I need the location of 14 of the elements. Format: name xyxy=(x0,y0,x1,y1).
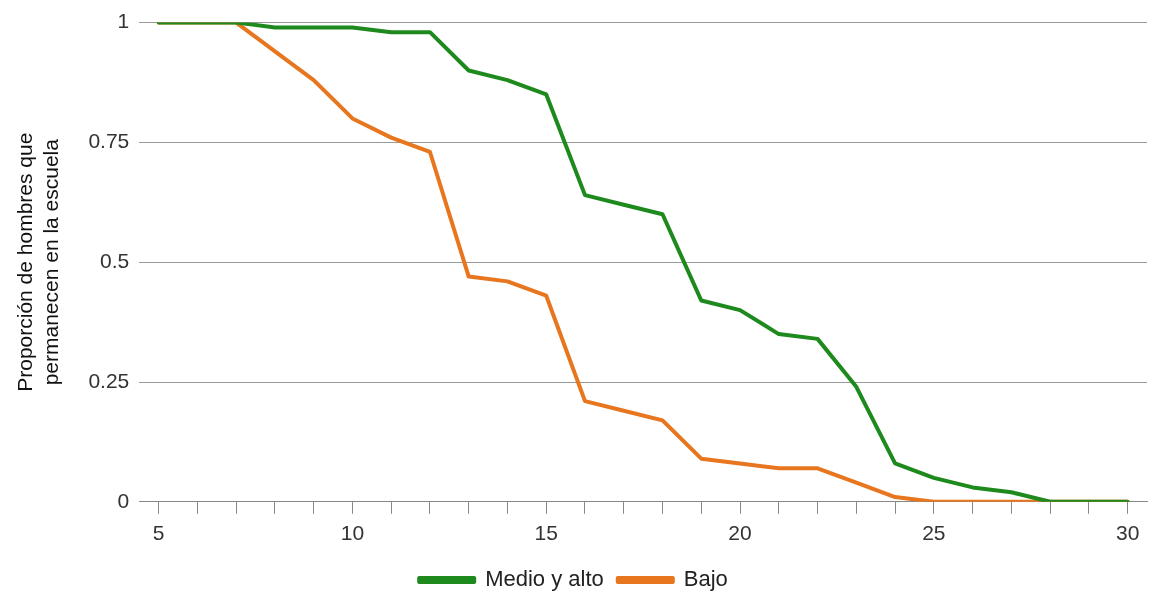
x-tick-label: 25 xyxy=(922,521,946,545)
x-tick-label: 30 xyxy=(1115,521,1140,545)
x-tick-label: 20 xyxy=(728,521,752,545)
x-tick-label: 5 xyxy=(152,521,165,545)
x-tick-label: 10 xyxy=(340,521,365,545)
y-axis-title: Proporción de hombres que permanecen en la escuela xyxy=(13,132,62,392)
y-tick-label: 0.75 xyxy=(88,129,130,153)
y-tick-label: 0.5 xyxy=(100,249,130,272)
y-tick-label: 0.25 xyxy=(88,368,130,392)
x-tick-label: 15 xyxy=(534,521,558,545)
y-tick-label: 1 xyxy=(117,9,130,33)
legend-label: Bajo xyxy=(683,566,728,592)
legend-label: Medio y alto xyxy=(485,566,604,592)
y-tick-label: 0 xyxy=(117,488,130,512)
